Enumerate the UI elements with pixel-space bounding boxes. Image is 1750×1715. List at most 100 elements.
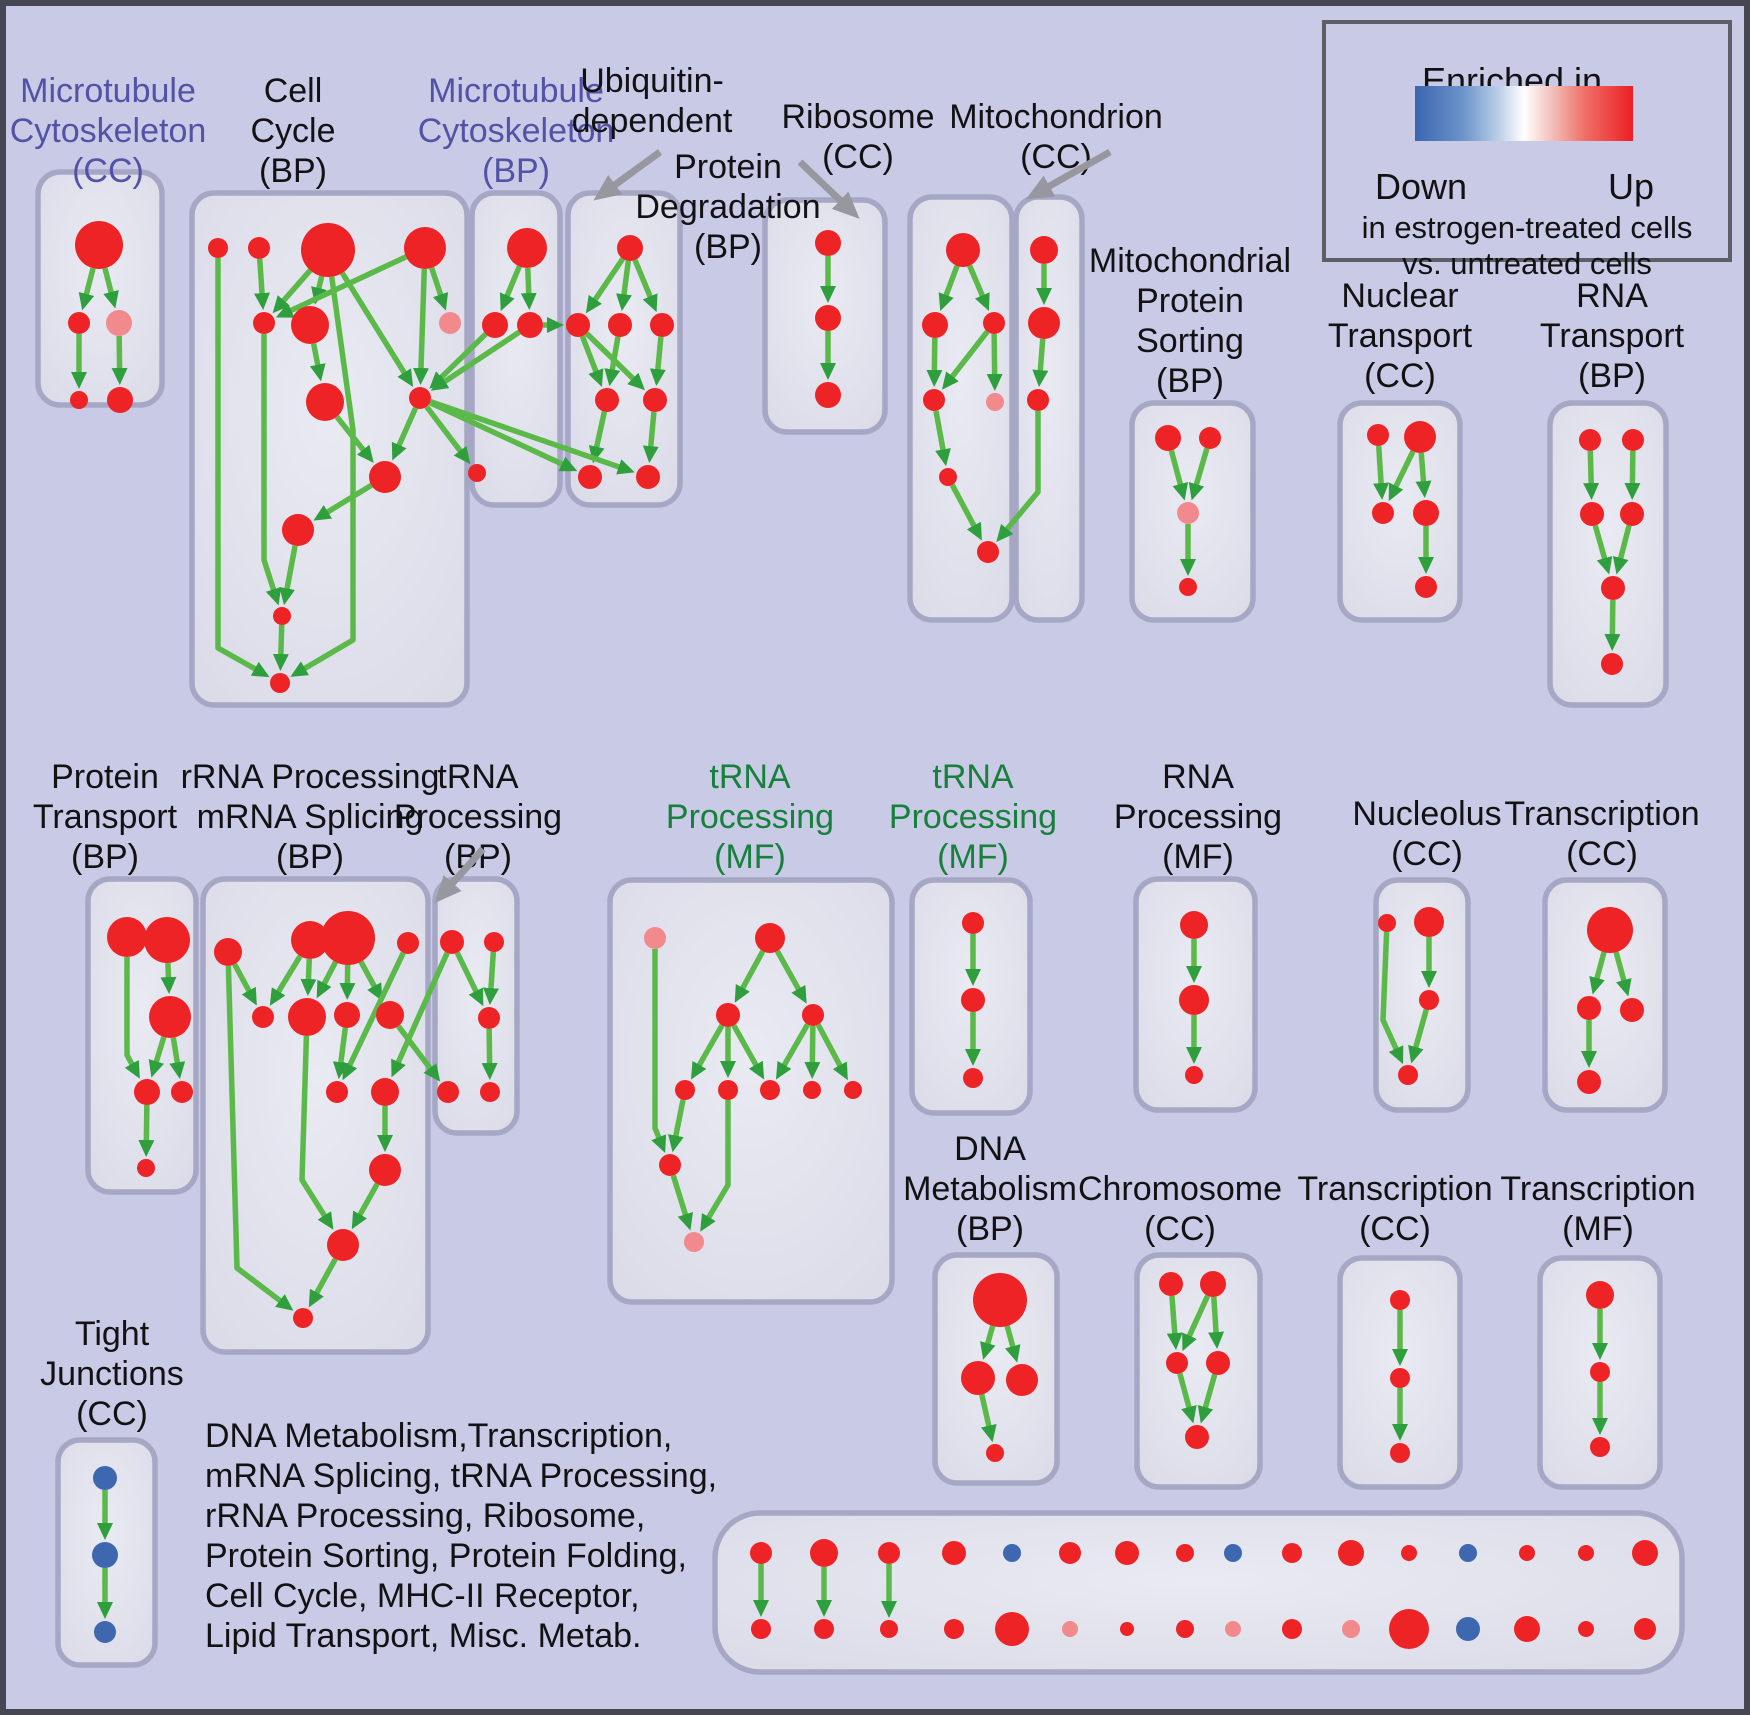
node-prot_t-4 [171, 1081, 193, 1103]
node-chromosome-1 [1200, 1271, 1226, 1297]
node-ubiq2-0 [815, 230, 841, 256]
edge [138, 1104, 155, 1158]
node-cell_cycle-4 [253, 312, 275, 334]
node-cell_cycle-5 [291, 306, 329, 344]
node-ribosome-0 [946, 233, 980, 267]
legend-up-label: Up [1607, 166, 1655, 207]
edge [482, 951, 499, 1006]
node-cell_cycle-12 [270, 673, 290, 693]
node-misc_strip-3 [942, 1541, 966, 1565]
edge [670, 1174, 694, 1231]
label-pointer-arrow [593, 149, 663, 201]
node-cell_cycle-9 [369, 461, 401, 493]
node-prot_t-3 [134, 1079, 160, 1105]
node-misc_strip-10 [1338, 1540, 1364, 1566]
node-ubiq-5 [643, 388, 667, 412]
node-trna_mf1-6 [760, 1080, 780, 1100]
edge [1182, 1294, 1211, 1352]
edge [232, 963, 257, 1006]
node-cell_cycle-2 [301, 223, 355, 277]
node-mps-2 [1177, 502, 1199, 524]
edge [775, 1023, 810, 1080]
cluster-label-dna_met: DNA Metabolism (BP) [903, 1130, 1077, 1248]
edge [430, 329, 521, 391]
node-misc_strip-1 [810, 1539, 838, 1567]
edge [815, 1023, 848, 1081]
node-trna_mf1-0 [644, 927, 666, 949]
node-misc_strip-31 [1634, 1618, 1656, 1640]
edge [481, 1028, 498, 1081]
node-misc_strip-14 [1578, 1545, 1594, 1561]
cluster-label-chromosome: Chromosome (CC) [1078, 1170, 1282, 1248]
node-rna_p_mf-1 [1179, 985, 1209, 1015]
node-mt_bp-0 [507, 228, 547, 268]
edge [290, 276, 356, 677]
node-ubiq-0 [617, 235, 643, 261]
cluster-box-mc_cc [35, 169, 165, 408]
node-rrna-4 [252, 1006, 274, 1028]
node-misc_strip-21 [1062, 1621, 1078, 1637]
node-cell_cycle-7 [306, 383, 344, 421]
node-cell_cycle-1 [248, 237, 270, 259]
node-mc_cc-0 [75, 221, 123, 269]
edge [1388, 450, 1416, 502]
node-prot_t-5 [137, 1159, 155, 1177]
legend-down-label: Down [1374, 166, 1468, 207]
node-misc_strip-6 [1115, 1541, 1139, 1565]
node-nucleolus-3 [1398, 1065, 1418, 1085]
cluster-label-trna_mf1: tRNA Processing (MF) [666, 758, 834, 876]
node-rrna-12 [293, 1308, 313, 1328]
node-misc_strip-18 [880, 1620, 898, 1638]
edge [1589, 951, 1607, 995]
node-prot_t-1 [144, 917, 190, 963]
legend-gradient-bar [1415, 86, 1633, 141]
node-trna_mf2-1 [961, 988, 985, 1012]
node-misc_strip-30 [1578, 1621, 1594, 1637]
edge [300, 958, 317, 997]
node-misc_strip-11 [1401, 1545, 1417, 1561]
node-misc_strip-8 [1224, 1544, 1242, 1562]
node-mc_cc-2 [106, 310, 132, 336]
node-ubiq-1 [566, 313, 590, 337]
node-mito-2 [1027, 389, 1049, 411]
edge [124, 957, 140, 1079]
node-cell_cycle-10 [282, 514, 314, 546]
misc-line: Lipid Transport, Misc. Metab. [205, 1617, 642, 1655]
edge [169, 1037, 186, 1080]
misc-line: mRNA Splicing, tRNA Processing, [205, 1457, 718, 1495]
edge [299, 1035, 334, 1230]
node-trna_mf1-5 [718, 1080, 738, 1100]
node-trna_mf1-7 [803, 1081, 821, 1099]
cluster-label-cell_cycle: Cell Cycle (BP) [250, 72, 335, 190]
node-misc_strip-23 [1176, 1620, 1194, 1638]
node-nucleolus-1 [1414, 907, 1444, 937]
node-trna_mf1-8 [844, 1081, 862, 1099]
node-tight_j-2 [94, 1621, 116, 1643]
edge [1177, 1372, 1197, 1424]
node-ribosome-5 [939, 468, 957, 486]
cluster-label-rna_p_mf: RNA Processing (MF) [1114, 758, 1282, 876]
edge [313, 482, 373, 521]
edge [1188, 447, 1210, 501]
node-misc_strip-0 [750, 1542, 772, 1564]
edge [339, 271, 414, 387]
node-misc_strip-19 [944, 1619, 964, 1639]
node-dna_met-2 [1006, 1364, 1038, 1396]
misc-line: Cell Cycle, MHC-II Receptor, [205, 1577, 640, 1615]
node-chromosome-3 [1206, 1351, 1230, 1375]
edge [1166, 1295, 1183, 1351]
node-mt_bp-3 [468, 464, 486, 482]
edge [949, 483, 982, 541]
node-misc_strip-9 [1282, 1543, 1302, 1563]
edge [690, 1024, 725, 1080]
node-rrna-3 [397, 932, 419, 954]
node-rna_p_mf-2 [1185, 1066, 1203, 1084]
cluster-label-ubiq: Ubiquitin-dependent [572, 62, 733, 140]
node-misc_strip-7 [1176, 1544, 1194, 1562]
edge [429, 267, 449, 311]
node-mt_bp-2 [517, 312, 543, 338]
node-rrna-0 [214, 938, 242, 966]
node-dna_met-3 [986, 1444, 1004, 1462]
edge [429, 332, 488, 389]
node-ubiq2-2 [815, 382, 841, 408]
